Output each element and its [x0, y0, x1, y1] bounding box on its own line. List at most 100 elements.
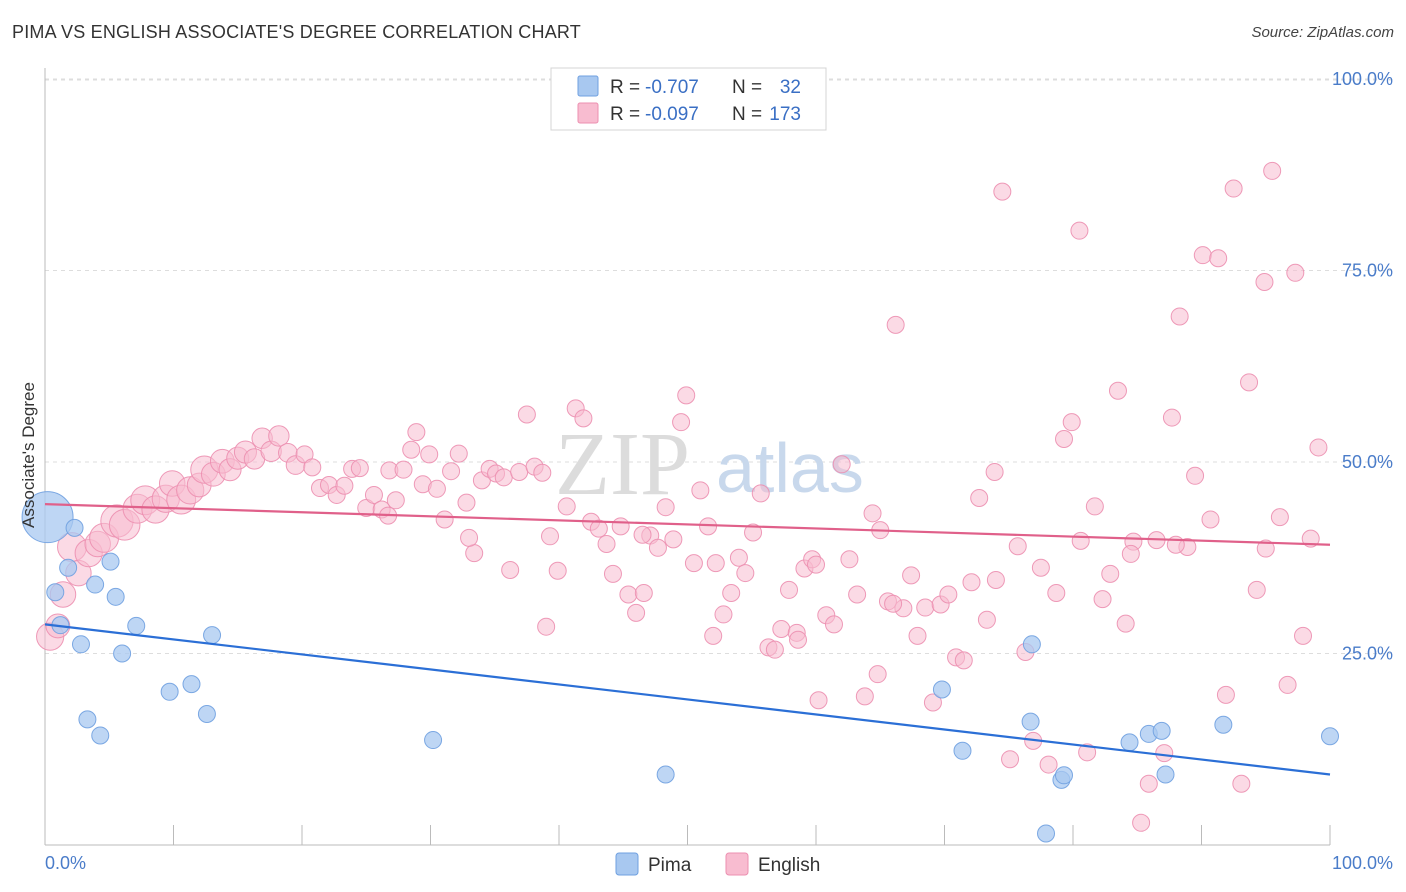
y-tick-label-75: 75.0%: [1342, 261, 1393, 281]
english-point: [780, 580, 799, 599]
pima-point: [953, 741, 972, 760]
english-point: [1031, 558, 1050, 577]
english-point: [691, 481, 710, 500]
english-point: [1216, 685, 1235, 704]
english-point: [1001, 750, 1020, 769]
english-point: [1162, 408, 1181, 427]
english-point: [1209, 249, 1228, 268]
english-point: [1155, 744, 1174, 763]
english-point: [985, 462, 1004, 481]
english-point: [1071, 531, 1090, 550]
english-point: [1039, 755, 1058, 774]
legend-r-value-english: -0.097: [645, 104, 699, 125]
english-point: [1132, 813, 1151, 832]
legend-swatch-english: [577, 102, 599, 124]
english-point: [1301, 529, 1320, 548]
english-point: [704, 626, 723, 645]
pima-point: [113, 644, 132, 663]
english-point: [574, 409, 593, 428]
english-point: [1062, 413, 1081, 432]
pima-point: [1021, 712, 1040, 731]
pima-point: [1022, 635, 1041, 654]
pima-point: [1152, 721, 1171, 740]
pima-point: [65, 518, 84, 537]
trend-lines: [44, 503, 1331, 776]
bottom-legend-label-pima: Pima: [648, 855, 692, 876]
y-axis-label: Associate's Degree: [19, 382, 38, 528]
pima-point: [1120, 733, 1139, 752]
english-point: [449, 444, 468, 463]
pima-point: [1214, 715, 1233, 734]
english-point: [1263, 161, 1282, 180]
english-point: [736, 564, 755, 583]
english-point: [1224, 179, 1243, 198]
top-legend: R = -0.707 N = 32 R = -0.097 N = 173: [550, 67, 827, 131]
english-point: [494, 468, 513, 487]
pima-point: [78, 710, 97, 729]
english-point: [886, 315, 905, 334]
y-tick-label-25: 25.0%: [1342, 644, 1393, 664]
legend-n-value-english: 173: [769, 104, 801, 125]
pima-point: [656, 765, 675, 784]
pima-point: [101, 552, 120, 571]
english-point: [427, 479, 446, 498]
english-point: [908, 626, 927, 645]
english-point: [457, 493, 476, 512]
legend-n-label-english: N =: [732, 104, 762, 125]
english-point: [597, 534, 616, 553]
english-point: [1139, 774, 1158, 793]
pima-trend-line: [44, 623, 1331, 776]
english-point: [772, 619, 791, 638]
english-point: [807, 555, 825, 574]
english-point: [402, 440, 421, 459]
english-point: [517, 405, 536, 424]
english-point: [634, 583, 653, 602]
english-point: [977, 610, 996, 629]
english-point: [303, 458, 322, 477]
english-point: [1286, 263, 1305, 282]
pima-point: [1055, 766, 1074, 785]
legend-r-value-pima: -0.707: [645, 77, 699, 98]
english-point: [335, 476, 354, 495]
english-point: [970, 489, 989, 508]
english-point: [420, 445, 439, 464]
english-point: [386, 491, 405, 510]
watermark-zip: ZIP: [555, 415, 690, 514]
english-point: [1101, 564, 1120, 583]
english-points: [36, 161, 1328, 832]
english-point: [962, 573, 981, 592]
english-point: [848, 585, 867, 604]
pima-point: [1037, 824, 1056, 843]
english-point: [1186, 466, 1205, 485]
english-point: [916, 598, 935, 617]
chart-title: PIMA VS ENGLISH ASSOCIATE'S DEGREE CORRE…: [12, 22, 581, 42]
english-point: [1256, 539, 1275, 558]
english-point: [1232, 774, 1251, 793]
english-point: [537, 617, 556, 636]
source-label: Source: ZipAtlas.com: [1251, 24, 1394, 41]
english-point: [1085, 497, 1104, 516]
pima-point: [71, 635, 90, 654]
english-point: [684, 554, 703, 573]
english-point: [510, 462, 529, 481]
english-point: [407, 423, 426, 442]
english-point: [1240, 373, 1259, 392]
english-point: [533, 463, 552, 482]
english-point: [863, 504, 882, 523]
english-point: [1078, 743, 1097, 762]
english-point: [1093, 590, 1112, 609]
pima-point: [182, 675, 201, 694]
legend-r-label-pima: R =: [610, 77, 640, 98]
english-point: [1255, 272, 1274, 291]
english-point: [627, 603, 646, 622]
english-point: [1294, 626, 1313, 645]
english-point: [350, 459, 369, 478]
english-point: [744, 523, 763, 542]
english-point: [902, 566, 921, 585]
english-point: [1201, 510, 1220, 529]
english-point: [993, 182, 1012, 201]
y-tick-label-100: 100.0%: [1332, 69, 1393, 89]
english-trend-line: [44, 503, 1331, 546]
english-point: [1070, 221, 1089, 240]
x-tick-label-max: 100.0%: [1332, 853, 1393, 873]
